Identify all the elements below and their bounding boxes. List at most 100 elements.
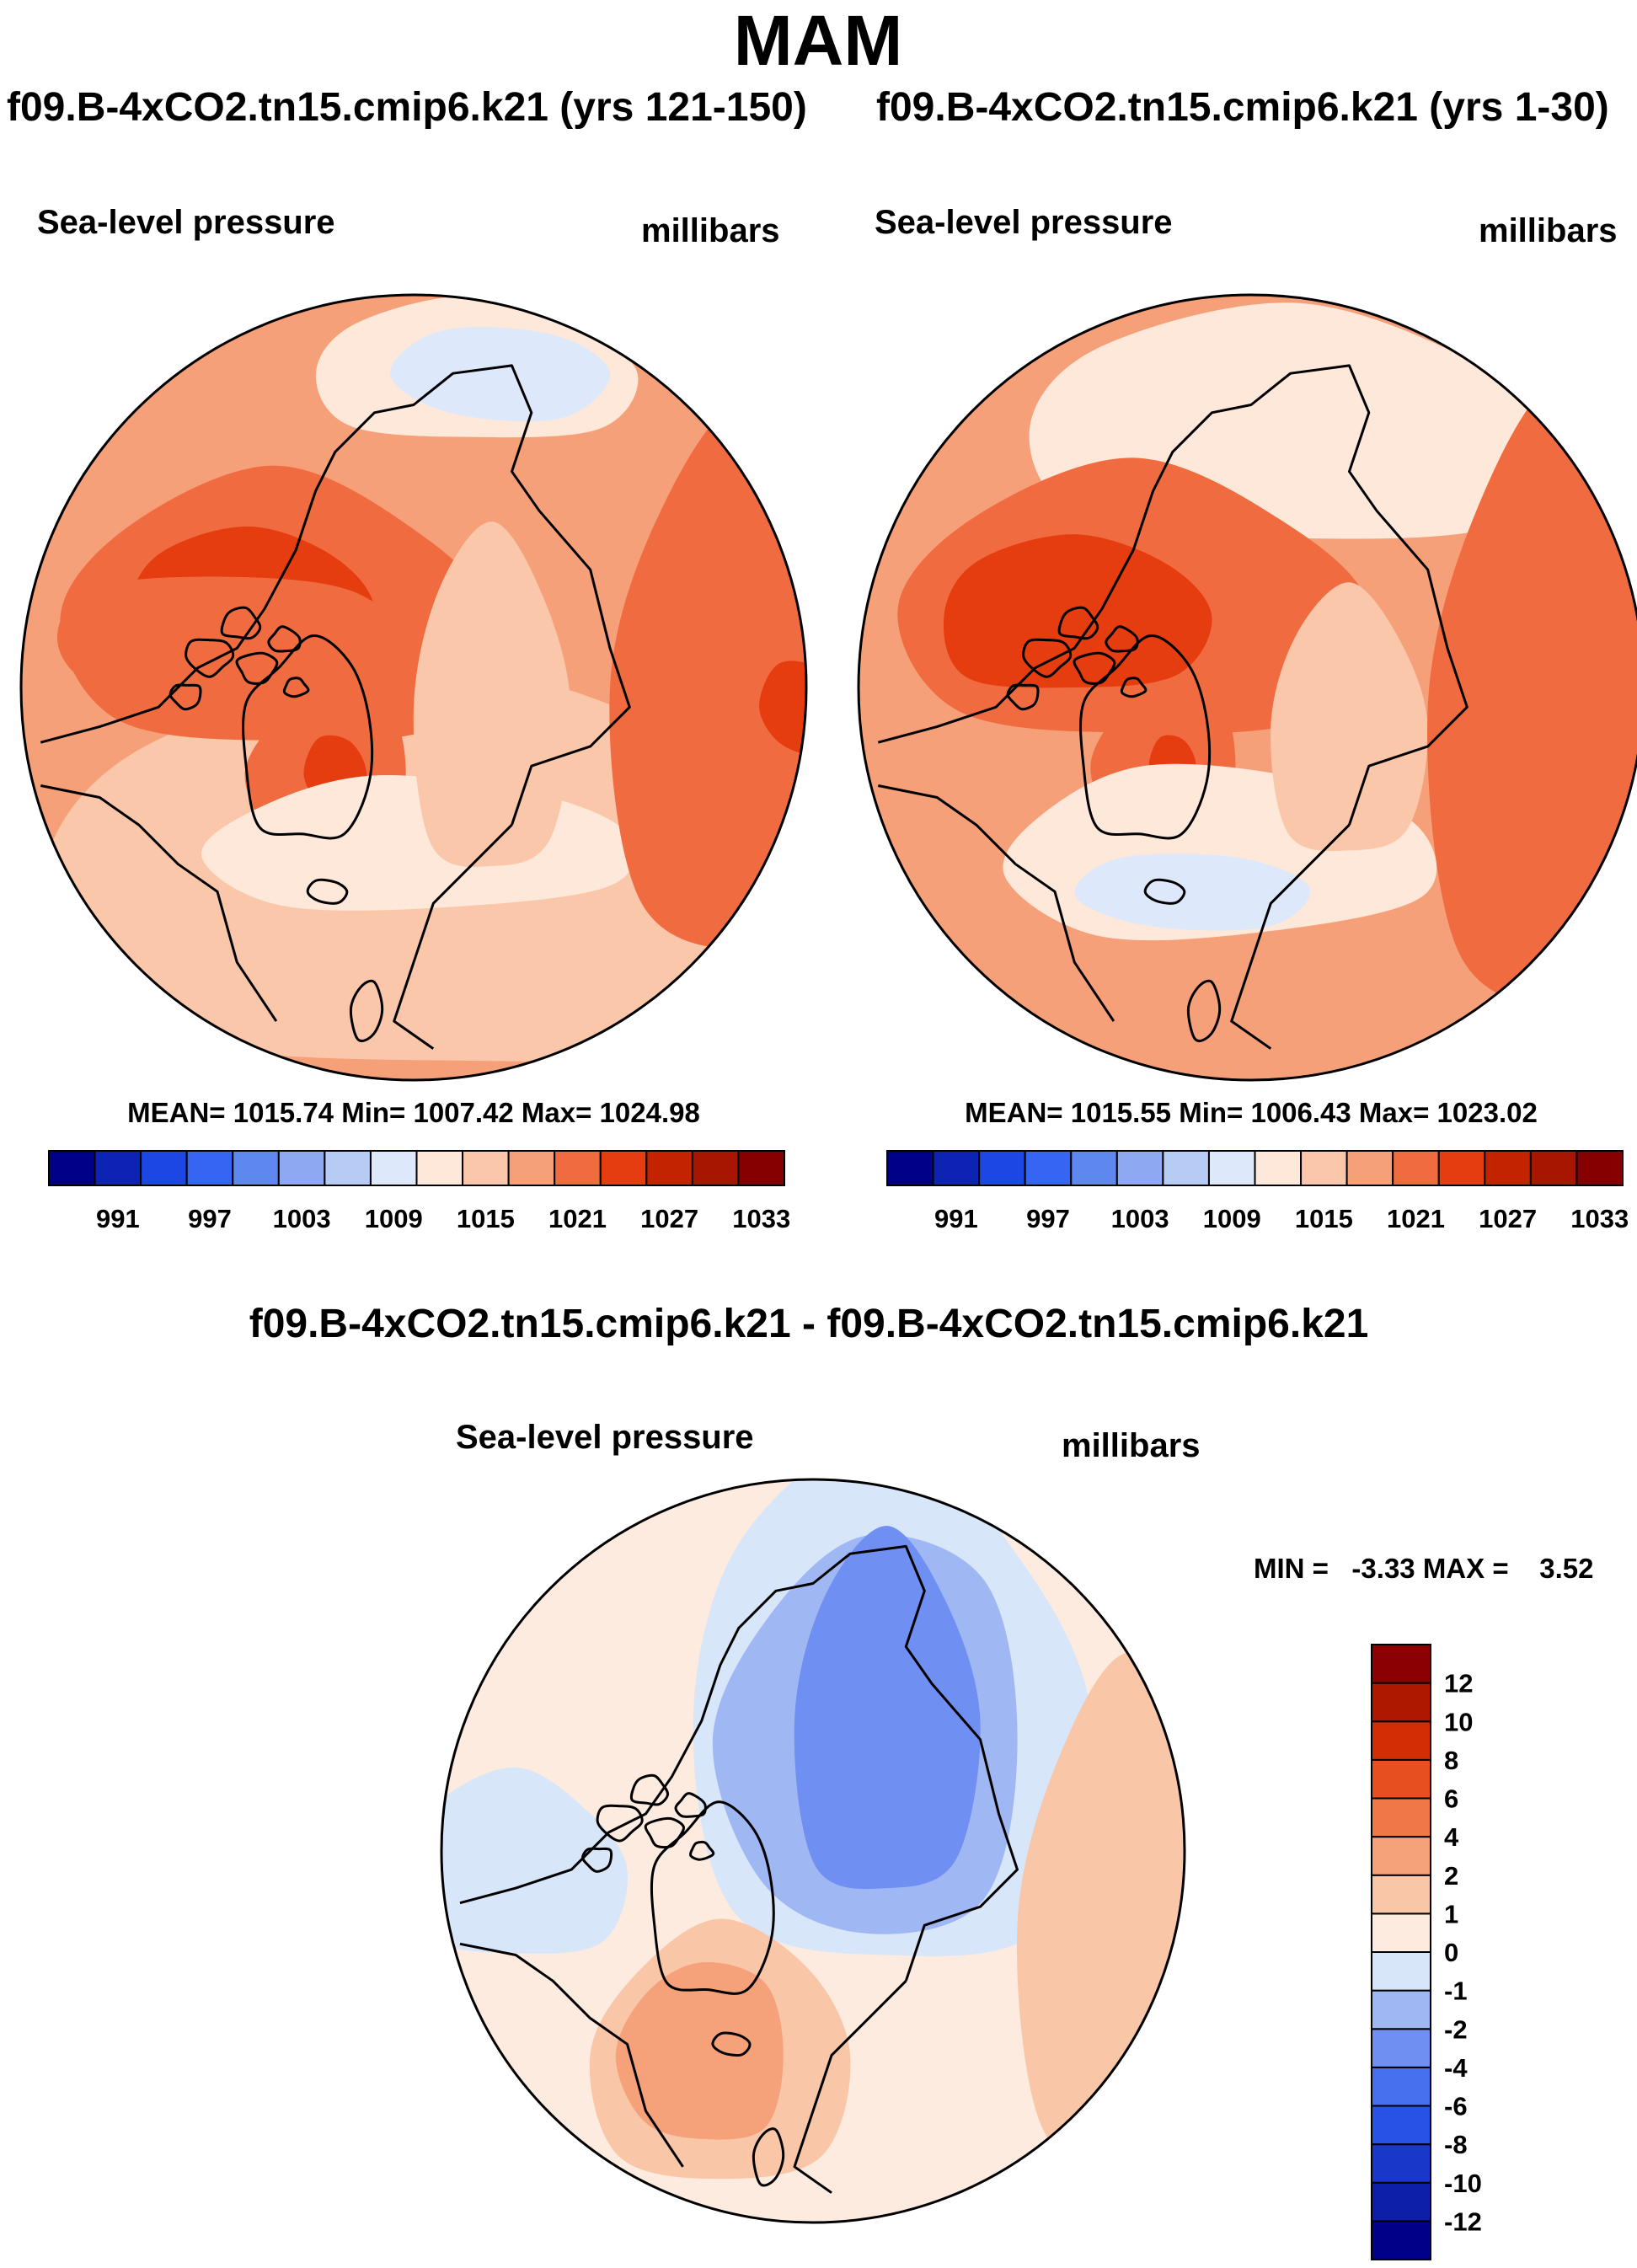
- diff-colorbar-box-12: [1371, 1797, 1431, 1838]
- diff-contour-region-4: [441, 1767, 629, 1954]
- panel-a-colorbar-box-11: [507, 1150, 556, 1186]
- panel-b-colorbar-box-9: [1254, 1150, 1303, 1186]
- panel-b-colorbar-box-8: [1207, 1150, 1256, 1186]
- panel-a-colorbar-tick-label: 1003: [273, 1204, 331, 1233]
- diff-island-4: [674, 1792, 707, 1818]
- panel-a-colorbar-tick-label: 991: [96, 1204, 140, 1233]
- diff-map-group: [440, 1478, 1186, 2224]
- diff-colorbar-box-2: [1371, 2181, 1431, 2223]
- panel-b-coastline-uk: [1186, 979, 1222, 1042]
- panel-a-contour-region-7: [315, 295, 639, 438]
- diff-island-2: [629, 1773, 670, 1806]
- diff-colorbar-tick-label: -2: [1444, 2014, 1468, 2044]
- panel-b-contour-region-8: [1271, 582, 1428, 852]
- panel-a-colorbar-box-1: [48, 1150, 96, 1186]
- panel-b-colorbar-tick-label: 1033: [1570, 1204, 1629, 1233]
- panel-b-contour-region-9: [1427, 377, 1637, 1006]
- panel-a-map-border: [19, 293, 808, 1082]
- panel-b-coastline-eurasia: [877, 364, 1468, 826]
- panel-b-coastline-iceland: [1143, 878, 1186, 905]
- panel-b-contour-region-7: [1074, 853, 1311, 931]
- panel-a-colorbar-tick-label: 1033: [732, 1204, 790, 1233]
- diff-min-max: MIN = -3.33 MAX = 3.52: [1254, 1553, 1594, 1584]
- diff-colorbar-box-11: [1371, 1836, 1431, 1876]
- diff-colorbar-tick-label: 2: [1444, 1861, 1458, 1891]
- panel-a-contour-region-12: [759, 661, 806, 755]
- panel-a-coastline-eurasia: [40, 364, 631, 826]
- panel-a-contour-region-4: [57, 576, 403, 719]
- panel-a-colorbar: 991 997 1003 1009 1015 1021 1027 1033: [48, 1150, 790, 1233]
- panel-a-colorbar-tick-label: 1027: [640, 1204, 698, 1233]
- panel-b-colorbar-tick-label: 1003: [1111, 1204, 1169, 1233]
- panel-a-colorbar-box-5: [232, 1150, 280, 1186]
- panel-a-contour-region-10: [413, 522, 571, 868]
- diff-contour-region-3: [794, 1526, 981, 1890]
- panel-a-island-3: [235, 651, 279, 685]
- diff-units-label: millibars: [1062, 1427, 1201, 1464]
- panel-a-colorbar-box-16: [737, 1150, 785, 1186]
- panel-b-stats: MEAN= 1015.55 Min= 1006.43 Max= 1023.02: [965, 1097, 1538, 1128]
- panel-b-colorbar-tick-label: 997: [1026, 1204, 1070, 1233]
- panel-a-colorbar-box-15: [691, 1150, 740, 1186]
- panel-b-colorbar-box-6: [1115, 1150, 1164, 1186]
- panel-a-background-field: [21, 295, 806, 1080]
- panel-b-colorbar-tick-label: 1015: [1295, 1204, 1353, 1233]
- panel-b-contour-region-2: [897, 457, 1370, 734]
- diff-colorbar-tick-label: -12: [1444, 2206, 1482, 2236]
- panel-b-contour-region-6: [1003, 763, 1437, 941]
- panel-a-stats: MEAN= 1015.74 Min= 1007.42 Max= 1024.98: [127, 1097, 700, 1128]
- panel-a-colorbar-box-13: [599, 1150, 648, 1186]
- panel-a-colorbar-box-12: [554, 1150, 602, 1186]
- panel-a-contour-region-9: [201, 775, 635, 911]
- diff-coastline-eurasia: [459, 1544, 1019, 1982]
- panel-a-colorbar-tick-label: 1021: [548, 1204, 607, 1233]
- panel-b-colorbar-box-5: [1070, 1150, 1118, 1186]
- panel-a-contour-region-1: [42, 667, 806, 1062]
- diff-colorbar-box-15: [1371, 1682, 1431, 1723]
- panel-b-map-group: [857, 293, 1637, 1082]
- panel-a-colorbar-tick-label: 1009: [365, 1204, 423, 1233]
- diff-colorbar-box-5: [1371, 2066, 1431, 2107]
- panel-a-coastline-america: [40, 784, 278, 1022]
- diff-coastline-scandinavia: [793, 1980, 907, 2194]
- panel-a-colorbar-box-7: [324, 1150, 372, 1186]
- panel-b-island-6: [1120, 677, 1148, 698]
- panel-a-colorbar-box-9: [415, 1150, 464, 1186]
- panel-b-coastline-greenland: [1079, 634, 1212, 840]
- panel-b-colorbar-tick-label: 1009: [1203, 1204, 1261, 1233]
- diff-island-6: [689, 1840, 715, 1861]
- panel-a-colorbar-box-4: [185, 1150, 234, 1186]
- diff-colorbar-box-8: [1371, 1951, 1431, 1992]
- diff-colorbar-box-7: [1371, 1989, 1431, 2030]
- panel-b-run-title: f09.B-4xCO2.tn15.cmip6.k21 (yrs 1-30): [876, 85, 1609, 130]
- panel-a-coastline-greenland: [242, 634, 374, 840]
- panel-a-contour-region-11: [609, 399, 806, 949]
- panel-b-coastline-america: [878, 784, 1115, 1022]
- panel-a-contour-region-5: [244, 687, 406, 857]
- panel-a-colorbar-box-14: [645, 1150, 693, 1186]
- panel-b-colorbar-tick-label: 1021: [1387, 1204, 1445, 1233]
- diff-colorbar-box-9: [1371, 1912, 1431, 1953]
- diff-island-5: [581, 1847, 613, 1873]
- diff-contour-region-1: [693, 1479, 1093, 1956]
- panel-b-colorbar-box-4: [1024, 1150, 1073, 1186]
- panel-a-coastlines: [40, 364, 631, 1050]
- page-title: MAM: [733, 1, 903, 80]
- panel-a-island-4: [267, 625, 302, 653]
- panel-a-colorbar-box-3: [140, 1150, 188, 1186]
- panel-b-island-3: [1073, 651, 1116, 685]
- diff-background-field: [441, 1479, 1185, 2223]
- panel-b-colorbar-box-14: [1484, 1150, 1532, 1186]
- panel-b-colorbar-box-13: [1437, 1150, 1486, 1186]
- panel-a-island-1: [185, 638, 235, 678]
- diff-map-border: [440, 1478, 1186, 2224]
- diff-colorbar-tick-label: 8: [1444, 1746, 1458, 1775]
- panel-b-colorbar-box-3: [978, 1150, 1026, 1186]
- diff-colorbar-box-6: [1371, 2028, 1431, 2068]
- panel-b-contour-region-4: [1090, 679, 1236, 848]
- diff-contour-region-2: [712, 1534, 1018, 1934]
- diff-island-1: [596, 1804, 644, 1843]
- panel-a-run-title: f09.B-4xCO2.tn15.cmip6.k21 (yrs 121-150): [7, 85, 807, 130]
